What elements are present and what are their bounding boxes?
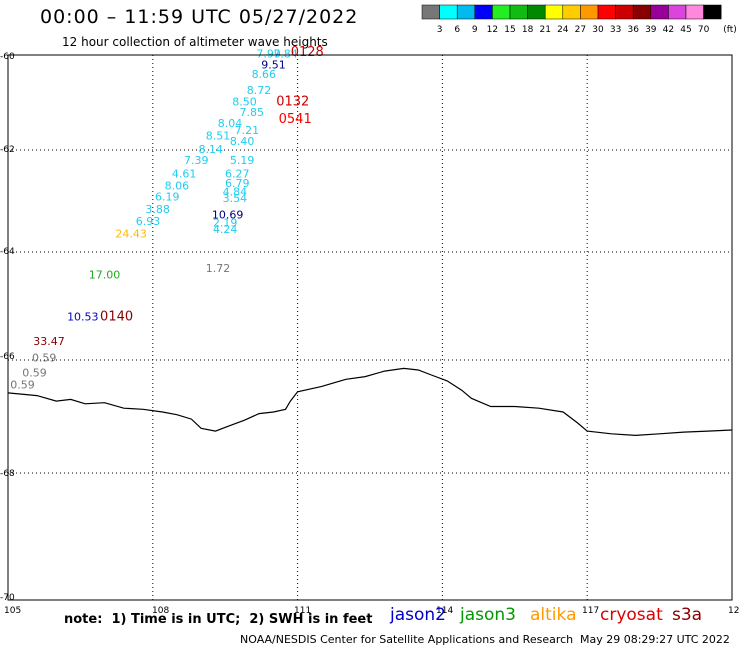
latitude-tick-label: -64 — [0, 247, 15, 257]
wave-height-label: 4.24 — [213, 223, 238, 236]
longitude-tick-label: 108 — [152, 606, 169, 616]
footer-timestamp: May 29 08:29:27 UTC 2022 — [580, 633, 730, 646]
axis-tick-labels: 105 108 111 114 117 120 -60 -62 -64 -66 -68 -70 — [0, 52, 740, 616]
wave-height-label: 8.66 — [252, 68, 277, 81]
wave-height-label: 5.19 — [230, 154, 255, 167]
wave-height-label: 24.43 — [115, 228, 147, 241]
coastline-path — [7, 367, 733, 437]
satellite-legend-cryosat: cryosat — [600, 605, 663, 625]
wave-height-label: 7.84 — [273, 48, 298, 61]
wave-height-label: 8.51 — [206, 129, 231, 142]
wave-height-label: 4.61 — [172, 168, 197, 181]
latitude-tick-label: -68 — [0, 469, 15, 479]
wave-height-label: 6.79 — [225, 177, 250, 190]
antarctic-coastline — [7, 367, 733, 437]
wave-height-label: 0.59 — [22, 367, 47, 380]
wave-height-label: 0.59 — [32, 351, 57, 364]
wave-height-label: 7.39 — [184, 154, 209, 167]
wave-height-label: 10.53 — [67, 310, 99, 323]
color-scale-label: 6 — [454, 25, 460, 35]
longitude-tick-label: 120 — [728, 606, 740, 616]
color-scale-label: 12 — [487, 25, 498, 35]
color-scale-label: 15 — [504, 25, 515, 35]
wave-height-label: 0.59 — [10, 379, 35, 392]
satellite-legend-altika: altika — [530, 605, 577, 625]
color-scale-label: 3 — [437, 25, 443, 35]
wave-height-label: 3.88 — [145, 203, 170, 216]
observation-time-label: 0132 — [276, 95, 309, 110]
satellite-legend-s3a: s3a — [672, 605, 703, 625]
wave-height-label: 8.40 — [230, 135, 255, 148]
color-scale-label: 33 — [610, 25, 621, 35]
color-scale-label: 39 — [645, 25, 657, 35]
wave-height-label: 8.06 — [165, 180, 190, 193]
color-scale-legend: 3 6 9 12 15 18 21 24 27 30 33 36 39 42 45 70 (ft) — [421, 4, 737, 35]
color-scale-label: 18 — [522, 25, 534, 35]
color-scale-label: 9 — [472, 25, 478, 35]
observation-time-label: 0541 — [279, 112, 312, 127]
color-scale-label: 30 — [592, 25, 604, 35]
map-subtitle: 12 hour collection of altimeter wave hei… — [62, 35, 328, 49]
wave-height-label: 33.47 — [33, 335, 65, 348]
observation-time-label: 0128 — [291, 45, 324, 60]
map-frame — [7, 54, 733, 601]
wave-height-label: 8.04 — [218, 117, 243, 130]
longitude-tick-label: 111 — [294, 606, 311, 616]
wave-height-label: 7.85 — [239, 106, 264, 119]
wave-height-label: 7.21 — [235, 124, 260, 137]
color-swatch — [703, 4, 722, 20]
units-note: note: 1) Time is in UTC; 2) SWH is in fe… — [64, 612, 373, 627]
wave-height-label: 8.72 — [247, 84, 272, 97]
satellite-legend-jason2: jason2 — [390, 605, 446, 625]
wave-height-label: 4.84 — [223, 186, 248, 199]
lat-lon-grid — [8, 55, 732, 600]
wave-height-label: 7.99 — [256, 48, 281, 61]
wave-height-label: 9.51 — [261, 59, 286, 72]
wave-height-label: 2.19 — [213, 217, 238, 230]
longitude-tick-label: 105 — [4, 606, 21, 616]
wave-height-label: 6.27 — [225, 168, 250, 181]
latitude-tick-label: -70 — [0, 593, 15, 603]
color-scale-label: 70 — [698, 25, 710, 35]
color-scale-label: 27 — [575, 25, 586, 35]
longitude-tick-label: 114 — [436, 606, 453, 616]
wave-height-label: 17.00 — [89, 268, 121, 281]
wave-height-label: 6.93 — [136, 215, 161, 228]
latitude-tick-label: -62 — [0, 145, 15, 155]
latitude-tick-label: -60 — [0, 52, 15, 62]
wave-height-label: 10.69 — [212, 209, 244, 222]
color-scale-label: 42 — [663, 25, 674, 35]
color-scale-label: 21 — [539, 25, 550, 35]
color-scale-label: 45 — [680, 25, 691, 35]
observation-time-label: 0140 — [100, 309, 133, 324]
wave-height-label: 6.19 — [155, 191, 180, 204]
page-title: 00:00 – 11:59 UTC 05/27/2022 — [40, 6, 359, 28]
footer-credit: NOAA/NESDIS Center for Satellite Applica… — [240, 633, 574, 646]
satellite-legend-jason3: jason3 — [460, 605, 516, 625]
wave-height-label: 8.50 — [232, 96, 257, 109]
color-scale-unit: (ft) — [723, 25, 737, 35]
color-scale-label: 24 — [557, 25, 569, 35]
color-scale-label: 36 — [627, 25, 639, 35]
latitude-tick-label: -66 — [0, 352, 15, 362]
wave-height-label: 1.72 — [206, 262, 231, 275]
longitude-tick-label: 117 — [582, 606, 599, 616]
wave-height-label: 8.14 — [198, 143, 223, 156]
wave-height-label: 3.54 — [223, 192, 248, 205]
